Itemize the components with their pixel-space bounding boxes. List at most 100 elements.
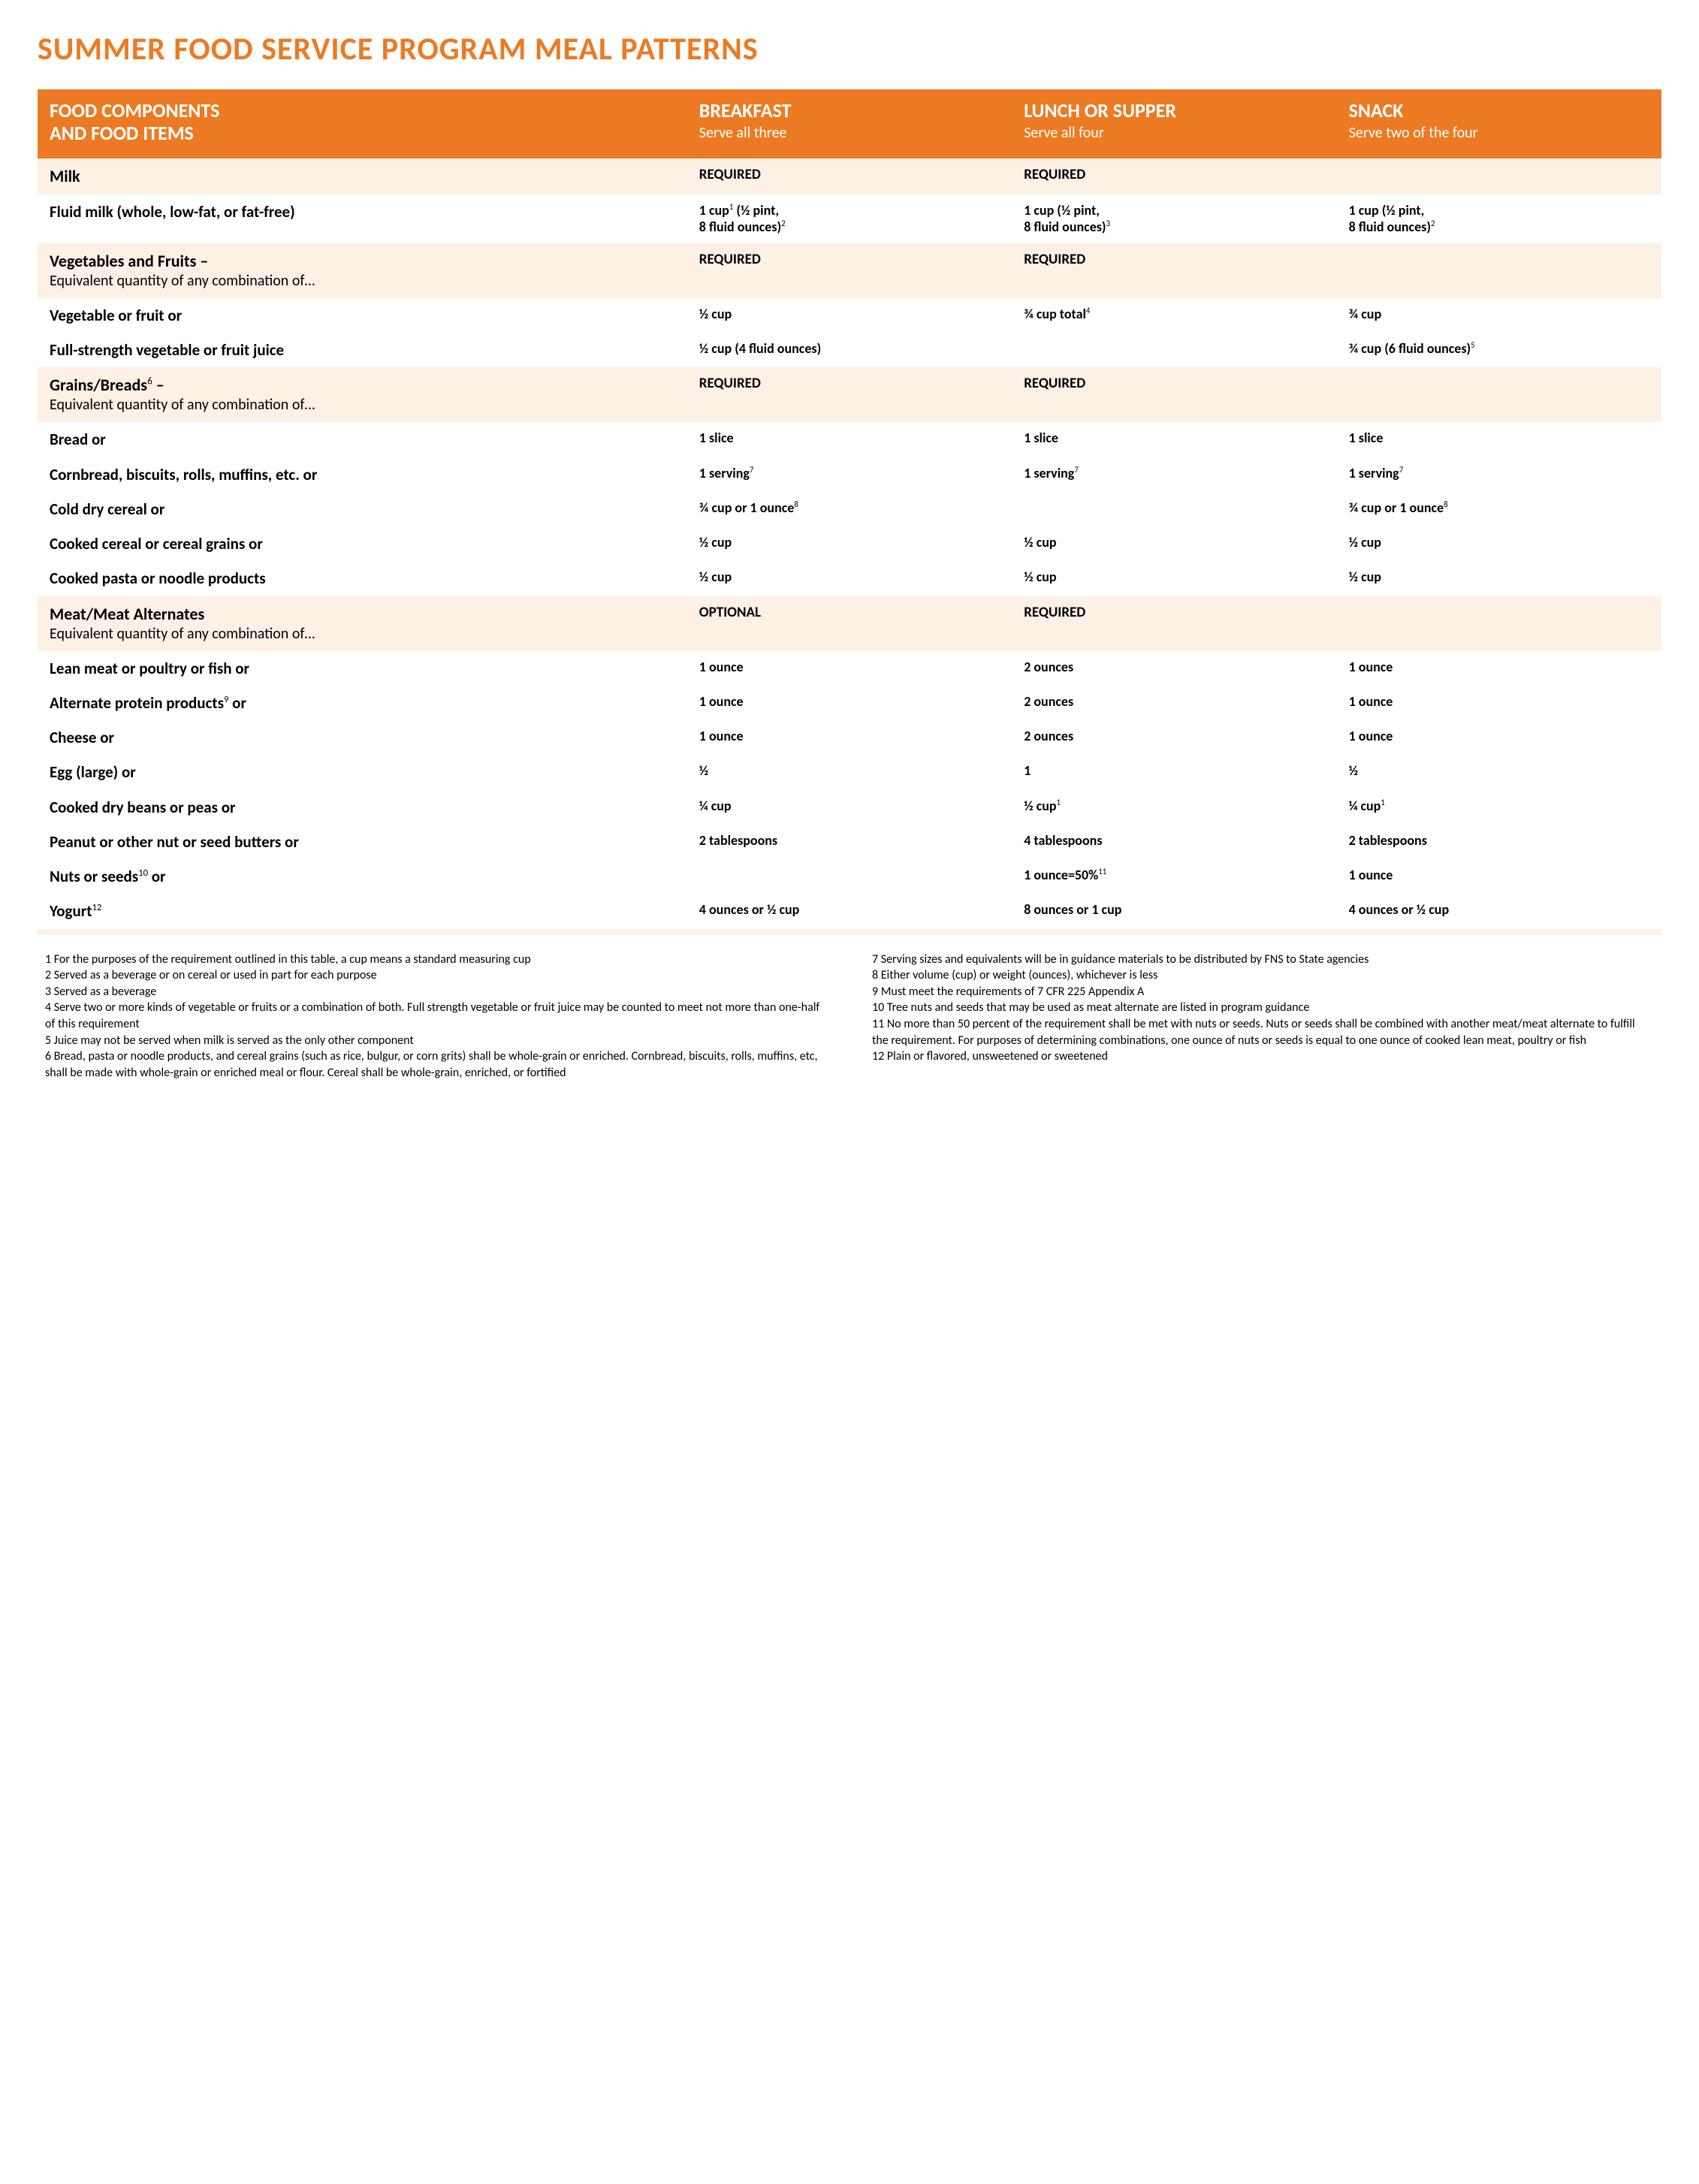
header-sub: Serve two of the four [1349,124,1649,142]
table-row: Fluid milk (whole, low-fat, or fat-free)… [38,195,1661,243]
item-label: Fluid milk (whole, low-fat, or fat-free) [38,195,687,243]
table-row: Full-strength vegetable or fruit juice½ … [38,333,1661,367]
header-sub: Serve all four [1024,124,1324,142]
item-snack: ¾ cup [1337,298,1661,333]
item-label: Cooked pasta or noodle products [38,561,687,596]
item-label: Yogurt12 [38,894,687,928]
item-breakfast: ¾ cup or 1 ounce8 [687,492,1012,526]
footnote: 1 For the purposes of the requirement ou… [45,952,827,968]
footnote: 8 Either volume (cup) or weight (ounces)… [872,967,1654,984]
table-row: Nuts or seeds10 or 1 ounce=50%111 ounce [38,859,1661,894]
item-breakfast: ½ [687,755,1012,789]
footnote: 6 Bread, pasta or noodle products, and c… [45,1048,827,1081]
table-header: FOOD COMPONENTSAND FOOD ITEMS BREAKFAST … [38,89,1661,158]
section-sub: Equivalent quantity of any combination o… [50,625,315,643]
section-label: Vegetables and Fruits –Equivalent quanti… [38,243,687,298]
footnotes: 1 For the purposes of the requirement ou… [38,952,1661,1081]
item-snack: ½ cup [1337,526,1661,561]
table-body: MilkREQUIREDREQUIREDFluid milk (whole, l… [38,158,1661,935]
section-breakfast: OPTIONAL [687,596,1012,651]
item-snack: 1 ounce [1337,859,1661,894]
item-label: Alternate protein products9 or [38,686,687,720]
table-row: Cornbread, biscuits, rolls, muffins, etc… [38,457,1661,492]
item-breakfast: ¼ cup [687,790,1012,825]
table-row [38,929,1661,935]
section-main: Grains/Breads6 – [50,375,164,395]
item-snack: ¾ cup or 1 ounce8 [1337,492,1661,526]
table-row: Grains/Breads6 –Equivalent quantity of a… [38,367,1661,422]
footnotes-left: 1 For the purposes of the requirement ou… [45,952,827,1081]
item-lunch: 2 ounces [1012,651,1336,686]
header-main: SNACK [1349,100,1649,122]
section-breakfast: REQUIRED [687,367,1012,422]
item-lunch: 2 ounces [1012,686,1336,720]
section-lunch: REQUIRED [1012,367,1336,422]
section-snack [1337,596,1661,651]
footnote: 11 No more than 50 percent of the requir… [872,1016,1654,1048]
header-food-components: FOOD COMPONENTSAND FOOD ITEMS [38,89,687,158]
item-snack: ¾ cup (6 fluid ounces)5 [1337,333,1661,367]
item-breakfast: 1 slice [687,422,1012,457]
section-lunch: REQUIRED [1012,596,1336,651]
item-label: Cooked dry beans or peas or [38,790,687,825]
section-lunch: REQUIRED [1012,158,1336,195]
table-row: Cooked dry beans or peas or¼ cup½ cup1¼ … [38,790,1661,825]
footnote: 2 Served as a beverage or on cereal or u… [45,967,827,984]
meal-patterns-table: FOOD COMPONENTSAND FOOD ITEMS BREAKFAST … [38,89,1661,935]
footnotes-right: 7 Serving sizes and equivalents will be … [872,952,1654,1081]
item-lunch: ¾ cup total4 [1012,298,1336,333]
section-main: Vegetables and Fruits – [50,251,208,271]
footnote: 7 Serving sizes and equivalents will be … [872,952,1654,968]
item-breakfast: ½ cup [687,298,1012,333]
table-row: MilkREQUIREDREQUIRED [38,158,1661,195]
section-snack [1337,158,1661,195]
item-lunch: 1 slice [1012,422,1336,457]
item-label: Nuts or seeds10 or [38,859,687,894]
section-snack [1337,243,1661,298]
section-sub: Equivalent quantity of any combination o… [50,272,315,290]
item-lunch: 1 ounce=50%11 [1012,859,1336,894]
item-breakfast [687,859,1012,894]
table-row: Cheese or1 ounce2 ounces1 ounce [38,720,1661,755]
item-label: Cooked cereal or cereal grains or [38,526,687,561]
footnote: 3 Served as a beverage [45,984,827,1000]
item-lunch: ½ cup [1012,561,1336,596]
item-label: Full-strength vegetable or fruit juice [38,333,687,367]
header-main: FOOD COMPONENTSAND FOOD ITEMS [50,100,675,145]
header-snack: SNACK Serve two of the four [1337,89,1661,158]
item-snack: ½ [1337,755,1661,789]
section-label: Grains/Breads6 –Equivalent quantity of a… [38,367,687,422]
item-label: Vegetable or fruit or [38,298,687,333]
section-label: Meat/Meat AlternatesEquivalent quantity … [38,596,687,651]
footnote: 5 Juice may not be served when milk is s… [45,1033,827,1049]
section-main: Milk [50,166,80,186]
table-row: Vegetables and Fruits –Equivalent quanti… [38,243,1661,298]
table-row: Egg (large) or½1½ [38,755,1661,789]
table-row: Peanut or other nut or seed butters or2 … [38,825,1661,859]
item-breakfast: ½ cup [687,561,1012,596]
item-label: Egg (large) or [38,755,687,789]
section-lunch: REQUIRED [1012,243,1336,298]
section-snack [1337,367,1661,422]
table-row: Bread or1 slice1 slice1 slice [38,422,1661,457]
item-snack: ¼ cup1 [1337,790,1661,825]
item-lunch [1012,333,1336,367]
header-sub: Serve all three [699,124,1000,142]
item-breakfast: 1 serving7 [687,457,1012,492]
footnote: 12 Plain or flavored, unsweetened or swe… [872,1048,1654,1065]
page-title: SUMMER FOOD SERVICE PROGRAM MEAL PATTERN… [38,30,1661,68]
item-label: Bread or [38,422,687,457]
divider [38,929,1661,935]
table-row: Alternate protein products9 or1 ounce2 o… [38,686,1661,720]
table-row: Lean meat or poultry or fish or1 ounce2 … [38,651,1661,686]
footnote: 4 Serve two or more kinds of vegetable o… [45,1000,827,1032]
footnote: 10 Tree nuts and seeds that may be used … [872,1000,1654,1016]
item-breakfast: 2 tablespoons [687,825,1012,859]
section-main: Meat/Meat Alternates [50,604,204,624]
header-main: LUNCH OR SUPPER [1024,100,1324,122]
header-main: BREAKFAST [699,100,1000,122]
item-snack: 2 tablespoons [1337,825,1661,859]
item-label: Cold dry cereal or [38,492,687,526]
table-row: Cold dry cereal or¾ cup or 1 ounce8¾ cup… [38,492,1661,526]
item-lunch: ½ cup1 [1012,790,1336,825]
